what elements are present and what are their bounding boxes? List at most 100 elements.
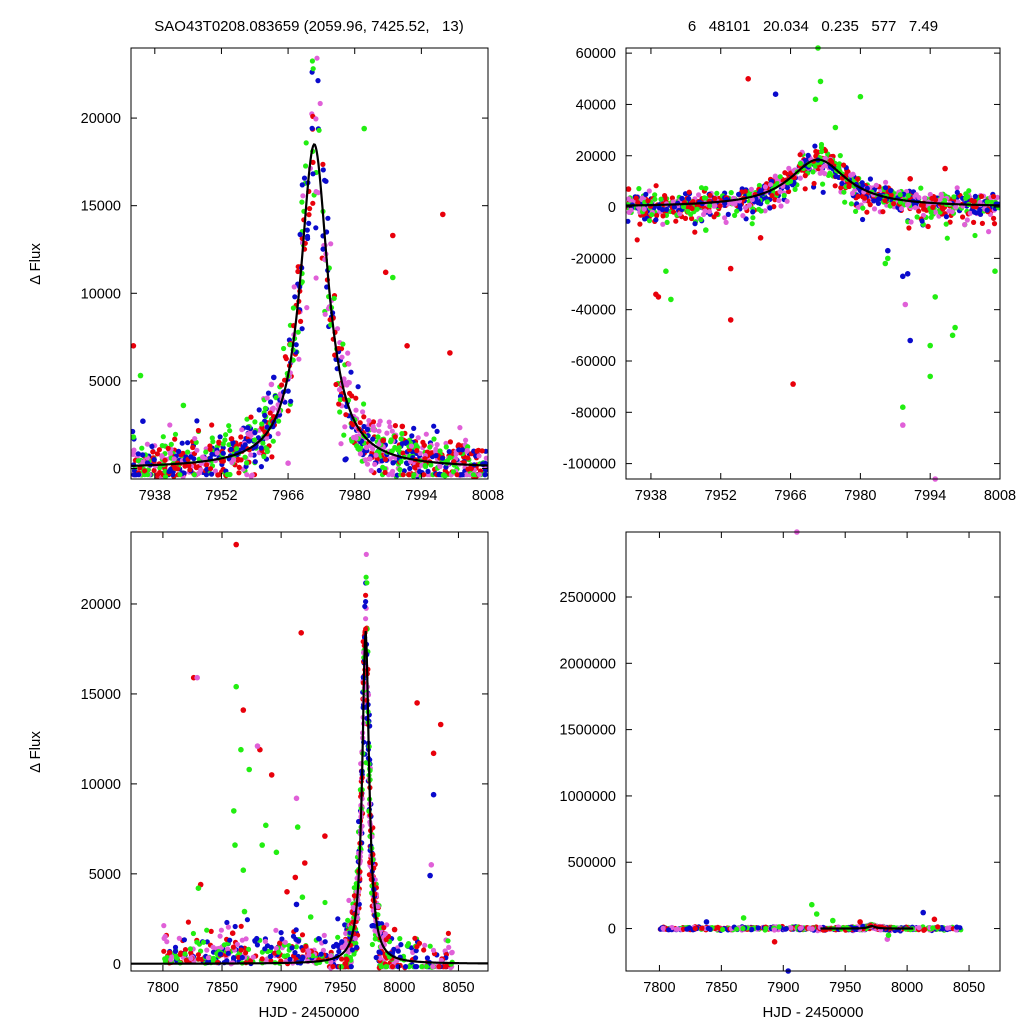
data-point [243, 936, 249, 942]
data-point [898, 206, 905, 212]
x-tick-label: 7994 [405, 488, 437, 504]
data-point [162, 474, 169, 480]
data-point [131, 451, 136, 457]
outlier-point [900, 273, 906, 280]
data-point [335, 916, 341, 922]
y-tick-label: -80000 [571, 405, 616, 421]
data-point [403, 964, 409, 970]
data-point [979, 220, 986, 226]
data-point [301, 175, 308, 181]
data-point [470, 472, 476, 478]
data-point [962, 222, 968, 228]
data-point [224, 919, 230, 926]
data-point [351, 885, 357, 891]
data-point [837, 153, 843, 159]
figure-title-left: SAO43T0208.083659 (2059.96, 7425.52, 13) [154, 18, 463, 35]
data-point [343, 412, 349, 418]
data-point [450, 469, 457, 475]
data-point [191, 472, 197, 478]
x-tick-label: 7800 [643, 980, 675, 996]
data-point [366, 872, 372, 878]
x-tick-label: 7966 [272, 488, 304, 504]
data-point [781, 192, 787, 199]
data-point [763, 925, 769, 932]
outlier-point [832, 124, 839, 131]
data-point [391, 946, 397, 952]
data-point [820, 181, 826, 187]
data-point [897, 192, 903, 198]
panel-top-left: Δ Flux 7938 7952 7966 7980 7994 8008 0 5000 1000… [27, 47, 504, 504]
data-point [336, 948, 342, 955]
data-point [802, 173, 808, 179]
outlier-point [932, 294, 938, 300]
data-point [707, 203, 713, 209]
data-point [187, 467, 193, 473]
outlier-point [812, 96, 819, 103]
data-point [658, 196, 664, 202]
data-point [363, 507, 368, 512]
data-point [434, 428, 440, 434]
data-point [399, 431, 405, 437]
data-point [239, 954, 245, 961]
y-tick-label: 0 [113, 461, 121, 477]
data-point [954, 185, 960, 191]
data-point [339, 956, 345, 962]
data-point [176, 935, 182, 941]
data-point [182, 947, 189, 953]
data-point [906, 201, 912, 207]
data-point [272, 950, 278, 956]
data-point [322, 939, 328, 945]
x-tick-label: 8050 [442, 980, 474, 996]
data-point [389, 448, 395, 454]
data-point [370, 436, 376, 442]
outlier-point [231, 808, 237, 814]
data-point [769, 193, 775, 199]
plot-frame [130, 531, 489, 972]
outlier-point [757, 235, 764, 241]
data-point [443, 464, 449, 470]
outlier-point [447, 350, 453, 356]
data-point [212, 468, 219, 474]
data-point [436, 964, 442, 970]
data-point [188, 950, 194, 956]
y-tick-label: -20000 [571, 251, 616, 267]
data-point [232, 923, 238, 930]
data-points-top-left [131, 55, 488, 480]
data-point [307, 206, 313, 212]
data-point [162, 933, 168, 940]
data-point [428, 462, 434, 468]
data-point [990, 193, 997, 200]
x-tick-label: 7966 [774, 488, 806, 504]
data-point [422, 456, 428, 462]
data-point [281, 953, 287, 959]
y-tick-label: 5000 [89, 374, 121, 390]
data-point [971, 219, 977, 225]
data-point [299, 199, 305, 205]
data-point [436, 472, 442, 478]
data-point [231, 955, 237, 961]
data-point [377, 955, 383, 961]
plot-frame [130, 47, 489, 480]
data-point [714, 190, 720, 196]
data-point [386, 419, 392, 425]
outlier-point [263, 822, 269, 829]
data-point [925, 223, 931, 230]
data-point [363, 592, 369, 598]
data-point [345, 350, 351, 356]
data-point [258, 445, 264, 451]
data-point [409, 433, 415, 439]
data-point [151, 457, 157, 463]
data-point [838, 185, 844, 191]
x-tick-label: 7850 [705, 980, 737, 996]
data-point [276, 418, 282, 424]
data-point [782, 170, 788, 176]
data-point [918, 185, 924, 191]
data-point [963, 195, 969, 201]
data-point [135, 458, 141, 464]
data-point [337, 397, 343, 403]
data-point [248, 452, 254, 458]
data-point [749, 221, 755, 227]
data-point [984, 207, 990, 213]
data-point [262, 938, 268, 945]
data-point [225, 946, 231, 952]
